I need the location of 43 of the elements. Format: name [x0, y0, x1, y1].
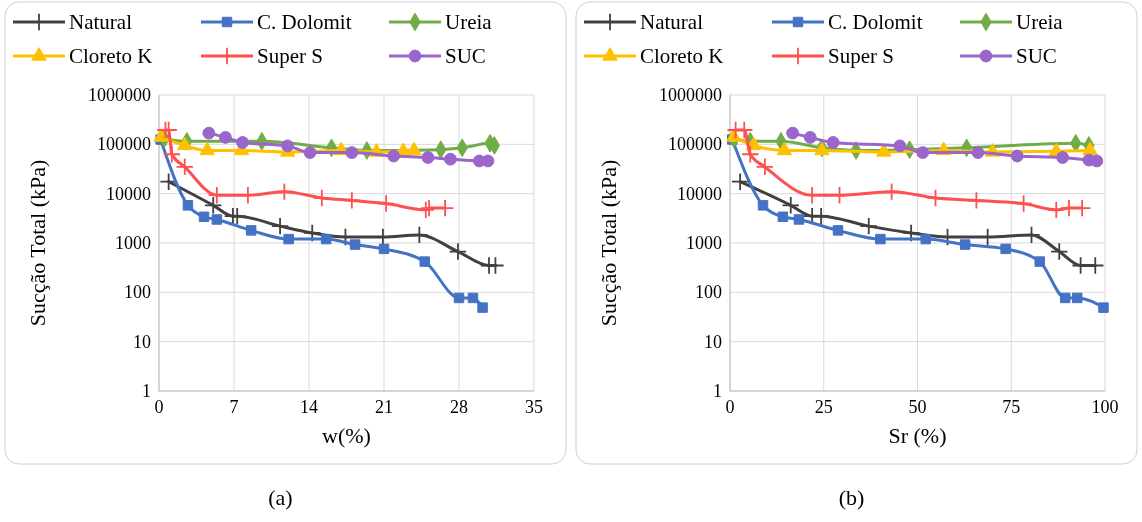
- y-tick-label: 1000000: [88, 85, 151, 105]
- x-tick-label: 0: [725, 397, 735, 417]
- x-tick-label: 25: [814, 397, 833, 417]
- y-tick-label: 1000000: [659, 85, 722, 105]
- legend-label: Cloreto K: [69, 44, 153, 68]
- y-tick-label: 100: [695, 282, 722, 303]
- y-axis-title: Sucção Total (kPa): [25, 159, 50, 327]
- y-tick-label: 10000: [677, 183, 722, 204]
- legend-label: Ureia: [445, 10, 493, 34]
- text: (b): [838, 485, 865, 510]
- y-tick-label: 10: [133, 331, 151, 352]
- legend-label: C. Dolomit: [257, 10, 352, 34]
- y-tick-label: 1: [713, 381, 722, 401]
- x-tick-label: 14: [300, 397, 318, 417]
- x-axis-title: w(%): [322, 423, 371, 448]
- y-axis-title: Sucção Total (kPa): [596, 159, 621, 327]
- legend-label: C. Dolomit: [828, 10, 923, 34]
- x-tick-label: 7: [229, 397, 239, 417]
- y-tick-label: 100: [124, 282, 151, 303]
- x-axis-title: Sr (%): [888, 423, 947, 448]
- legend-label: Cloreto K: [640, 44, 724, 68]
- y-tick-label: 100000: [97, 134, 151, 155]
- y-tick-label: 10: [704, 331, 722, 352]
- legend-label: Super S: [828, 44, 894, 68]
- x-tick-label: 100: [1091, 397, 1119, 417]
- x-tick-label: 0: [154, 397, 164, 417]
- legend-label: Super S: [257, 44, 323, 68]
- text: (a): [268, 485, 293, 510]
- x-tick-label: 50: [908, 397, 927, 417]
- x-tick-label: 35: [525, 397, 543, 417]
- y-tick-label: 1000: [115, 233, 151, 253]
- y-tick-label: 1: [142, 381, 151, 401]
- legend-label: Ureia: [1016, 10, 1064, 34]
- legend-label: SUC: [445, 44, 486, 68]
- legend-label: SUC: [1016, 44, 1057, 68]
- x-tick-label: 75: [1002, 397, 1021, 417]
- legend-label: Natural: [640, 10, 704, 34]
- x-tick-label: 28: [450, 397, 468, 417]
- y-tick-label: 10000: [106, 183, 151, 204]
- y-tick-label: 1000: [686, 233, 722, 253]
- y-tick-label: 100000: [668, 134, 722, 155]
- legend-label: Natural: [69, 10, 133, 34]
- x-tick-label: 21: [375, 397, 393, 417]
